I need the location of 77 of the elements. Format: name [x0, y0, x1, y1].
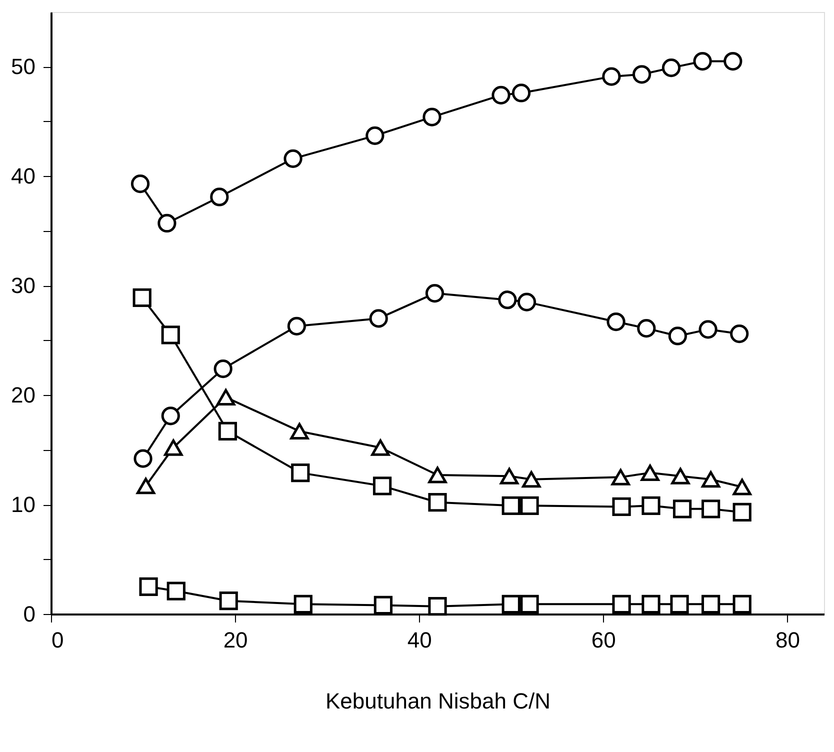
- point: [161, 406, 180, 426]
- point: [730, 324, 749, 344]
- point: [662, 58, 681, 78]
- y-tick-label: 10: [11, 492, 36, 518]
- point: [136, 478, 156, 494]
- point: [139, 577, 158, 596]
- x-axis-title: Kebutuhan Nisbah C/N: [325, 688, 551, 714]
- point: [214, 360, 232, 378]
- point: [732, 478, 752, 496]
- point: [702, 594, 720, 614]
- point: [374, 596, 393, 615]
- point: [502, 496, 520, 515]
- point: [611, 468, 630, 486]
- point: [428, 597, 447, 616]
- point: [166, 582, 186, 600]
- point: [291, 463, 310, 482]
- point: [671, 468, 690, 484]
- x-tick-label: 40: [407, 628, 432, 652]
- point: [369, 309, 388, 328]
- point: [132, 288, 152, 307]
- point: [502, 594, 520, 614]
- point: [290, 422, 309, 440]
- point: [422, 108, 442, 126]
- point: [642, 496, 660, 515]
- point: [632, 65, 652, 84]
- point: [672, 500, 692, 518]
- point: [512, 84, 531, 102]
- x-tick-label: 60: [591, 628, 616, 652]
- y-tick-label: 50: [11, 54, 36, 80]
- point: [287, 316, 306, 336]
- point: [517, 292, 536, 312]
- point: [642, 594, 660, 614]
- point: [294, 594, 312, 614]
- point: [161, 326, 180, 344]
- point: [668, 326, 687, 346]
- point: [366, 126, 384, 145]
- point: [219, 592, 238, 610]
- point: [164, 439, 183, 456]
- y-tick-label: 0: [23, 602, 36, 626]
- point: [130, 174, 150, 194]
- point: [520, 496, 539, 515]
- point: [612, 594, 631, 614]
- point: [693, 52, 712, 71]
- point: [428, 466, 447, 484]
- y-tick-label: 30: [11, 273, 36, 298]
- point: [702, 500, 720, 518]
- point: [210, 188, 229, 206]
- y-tick-label: 20: [11, 382, 36, 408]
- point: [498, 290, 517, 310]
- point: [612, 497, 631, 516]
- point: [216, 389, 236, 406]
- point: [134, 449, 152, 468]
- point: [732, 594, 752, 614]
- point: [640, 464, 660, 482]
- point: [425, 284, 444, 303]
- y-tick-label: 40: [11, 164, 36, 189]
- point: [702, 471, 720, 488]
- point: [520, 594, 539, 614]
- point: [606, 312, 626, 332]
- point: [500, 468, 519, 484]
- point: [372, 476, 392, 496]
- x-tick-label: 20: [223, 628, 248, 652]
- point: [158, 214, 176, 233]
- point: [522, 471, 541, 488]
- x-tick-label: 0: [52, 628, 64, 652]
- point: [284, 149, 302, 168]
- point: [602, 67, 621, 86]
- point: [428, 493, 447, 512]
- point: [698, 320, 718, 339]
- point: [637, 319, 656, 338]
- point: [492, 86, 510, 104]
- point: [724, 52, 742, 71]
- x-tick-label: 80: [775, 628, 800, 652]
- point: [670, 594, 689, 614]
- point: [371, 439, 390, 456]
- point: [218, 422, 237, 441]
- point: [732, 502, 752, 522]
